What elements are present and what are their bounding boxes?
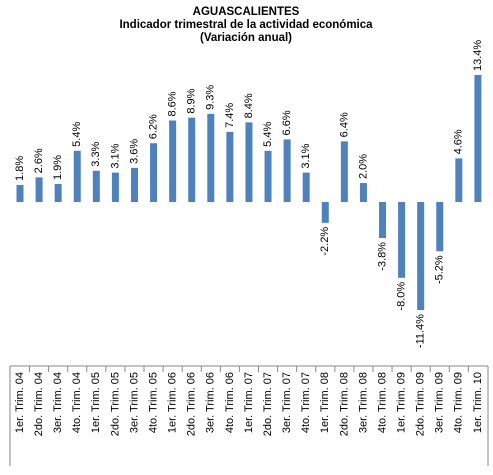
value-label: -5.2% — [434, 255, 446, 284]
bar — [283, 139, 291, 202]
value-label: 5.4% — [262, 122, 274, 147]
chart-title: AGUASCALIENTES — [193, 6, 300, 18]
bar — [73, 150, 81, 202]
x-tick-label: 3er. Trim. 04 — [52, 372, 64, 433]
bar — [16, 184, 24, 202]
x-tick-label: 4to. Trim. 06 — [224, 372, 236, 433]
bar — [398, 202, 406, 278]
value-label: -11.4% — [415, 314, 427, 348]
value-label: 1.9% — [52, 155, 64, 180]
bar — [474, 75, 482, 202]
value-label: 7.4% — [224, 103, 236, 128]
bar — [455, 158, 463, 202]
x-tick-label: 3er. Trim. 06 — [205, 372, 217, 433]
x-tick-label: 3er. Trim. 08 — [357, 372, 369, 433]
value-label: 3.6% — [128, 139, 140, 164]
bar — [150, 143, 158, 202]
value-label: 8.6% — [167, 91, 179, 116]
value-label: 3.1% — [109, 143, 121, 168]
value-label: 3.3% — [90, 141, 102, 166]
value-label: -3.8% — [376, 242, 388, 271]
x-tick-label: 3er. Trim. 09 — [434, 372, 446, 433]
x-tick-label: 2do. Trim. 04 — [33, 372, 45, 436]
value-label: 6.4% — [338, 112, 350, 137]
value-label: 8.4% — [243, 93, 255, 118]
x-tick-label: 4to. Trim. 05 — [147, 372, 159, 433]
value-label: 8.9% — [186, 88, 198, 113]
value-label: 2.6% — [33, 148, 45, 173]
bar — [321, 202, 329, 223]
bar — [188, 117, 196, 202]
bar — [226, 131, 234, 202]
bar — [169, 120, 177, 202]
x-tick-label: 1er. Trim. 06 — [167, 372, 179, 433]
bar — [245, 122, 253, 202]
bar — [302, 172, 310, 202]
bar — [35, 177, 43, 202]
value-label: 13.4% — [472, 40, 484, 71]
x-tick-label: 1er. Trim. 09 — [396, 372, 408, 433]
bar — [379, 202, 387, 239]
bar — [54, 183, 62, 202]
bar — [130, 167, 138, 202]
bar — [264, 150, 272, 202]
bar — [340, 141, 348, 202]
x-tick-label: 3er. Trim. 07 — [281, 372, 293, 433]
bar — [359, 183, 367, 202]
value-label: 6.6% — [281, 110, 293, 135]
value-label: -8.0% — [396, 282, 408, 311]
x-tick-label: 2do. Trim. 07 — [262, 372, 274, 436]
value-label: 4.6% — [453, 129, 465, 154]
bar — [207, 113, 215, 202]
x-tick-label: 1er. Trim. 08 — [319, 372, 331, 433]
x-tick-label: 1er. Trim. 04 — [14, 372, 26, 433]
x-tick-label: 4to. Trim. 09 — [453, 372, 465, 433]
value-label: 1.8% — [14, 156, 26, 181]
x-tick-label: 2do. Trim. 06 — [186, 372, 198, 436]
bar — [92, 170, 100, 202]
value-label: 5.4% — [71, 122, 83, 147]
x-tick-label: 2do. Trim. 05 — [109, 372, 121, 436]
x-tick-label: 1er. Trim. 07 — [243, 372, 255, 433]
bar — [111, 172, 119, 202]
value-label: 9.3% — [205, 85, 217, 110]
x-tick-label: 1er. Trim. 10 — [472, 372, 484, 433]
x-tick-label: 4to. Trim. 08 — [376, 372, 388, 433]
chart-subtitle: (Variación anual) — [200, 32, 292, 44]
x-tick-label: 2do. Trim. 08 — [338, 372, 350, 436]
x-tick-label: 1er. Trim. 05 — [90, 372, 102, 433]
x-tick-label: 4to. Trim. 04 — [71, 372, 83, 433]
bar — [436, 202, 444, 252]
value-label: 2.0% — [357, 154, 369, 179]
value-label: 6.2% — [147, 114, 159, 139]
value-label: 3.1% — [300, 143, 312, 168]
x-tick-label: 3er. Trim. 05 — [128, 372, 140, 433]
x-tick-label: 4to. Trim. 07 — [300, 372, 312, 433]
bar — [417, 202, 425, 311]
value-label: -2.2% — [319, 227, 331, 256]
chart-subtitle: Indicador trimestral de la actividad eco… — [119, 19, 373, 31]
x-tick-label: 2do. Trim. 09 — [415, 372, 427, 436]
